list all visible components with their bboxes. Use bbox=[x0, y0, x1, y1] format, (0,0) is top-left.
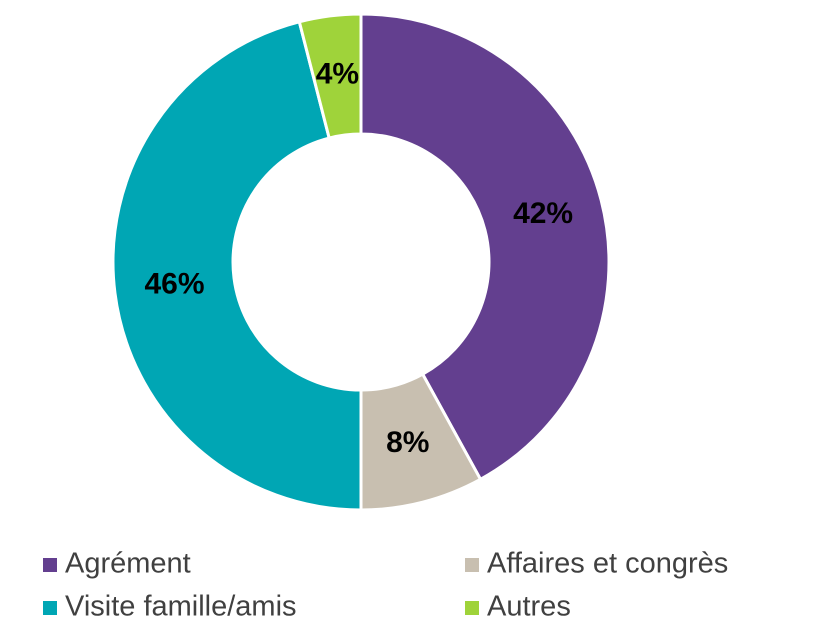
legend-marker bbox=[465, 601, 479, 615]
legend-label: Agrément bbox=[65, 548, 191, 580]
legend-marker bbox=[43, 601, 57, 615]
data-label: 46% bbox=[144, 267, 204, 300]
donut-segment bbox=[297, 12, 363, 140]
legend-marker bbox=[465, 558, 479, 572]
legend-label: Autres bbox=[487, 591, 571, 623]
legend-marker bbox=[43, 558, 57, 572]
donut-segment bbox=[111, 19, 363, 512]
donut-segment bbox=[359, 12, 611, 482]
legend-label: Visite famille/amis bbox=[65, 591, 297, 623]
data-label: 42% bbox=[513, 197, 573, 230]
data-label: 4% bbox=[316, 57, 359, 90]
legend-label: Affaires et congrès bbox=[487, 548, 728, 580]
data-label: 8% bbox=[386, 426, 429, 459]
